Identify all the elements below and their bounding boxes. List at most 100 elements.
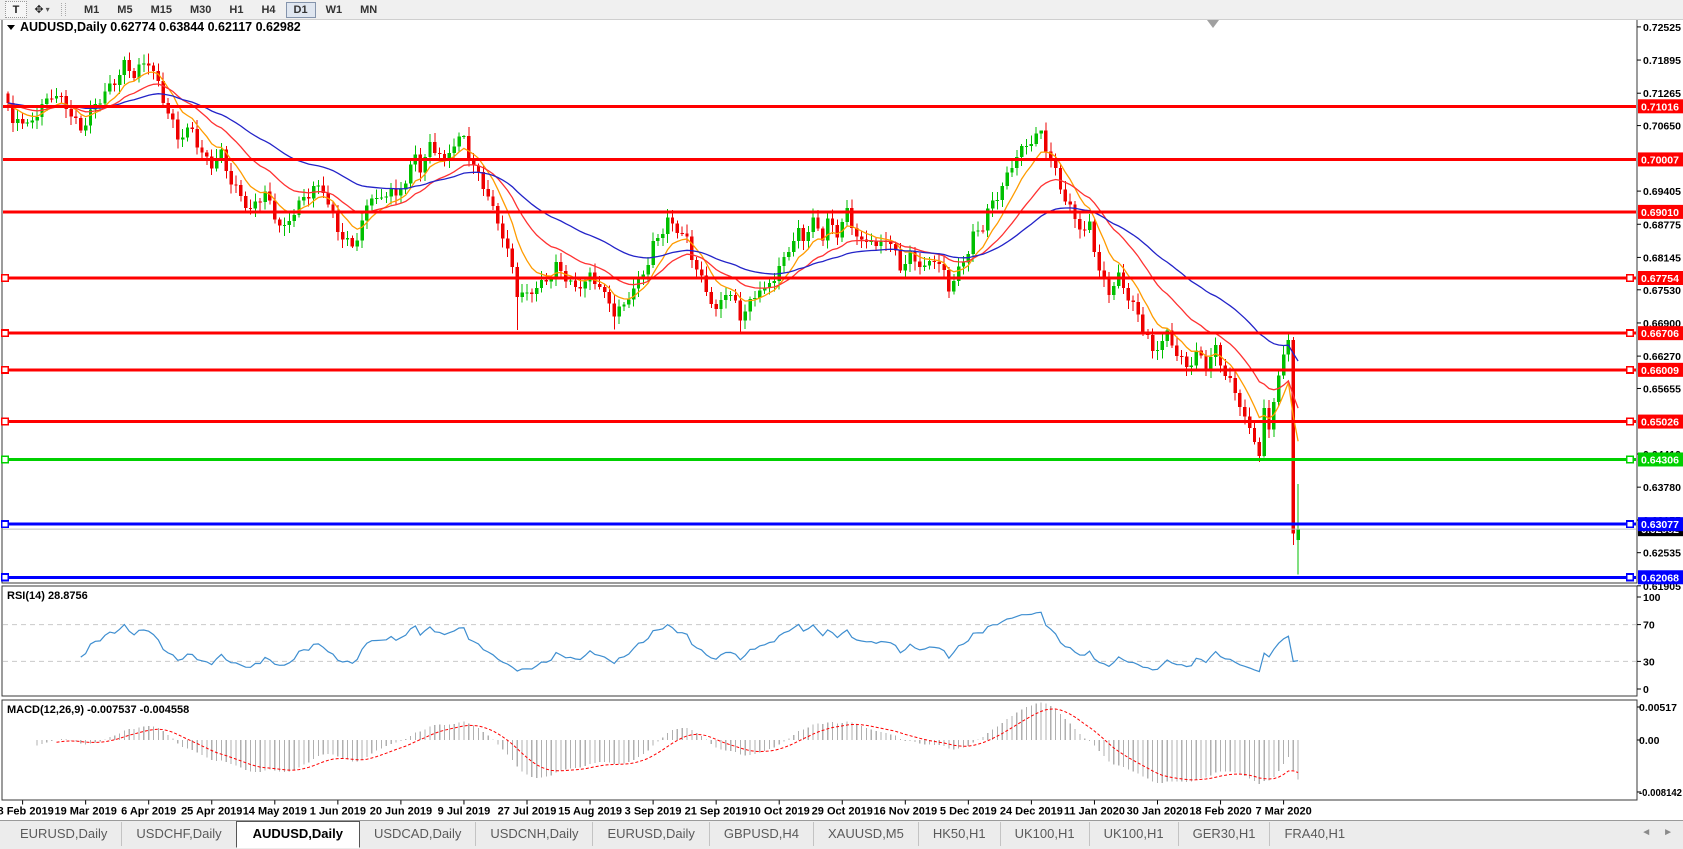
ma-45-line	[7, 93, 1299, 362]
hline-price-label	[1638, 452, 1683, 467]
svg-text:0.63780: 0.63780	[1643, 482, 1681, 494]
tab-scroll-left-icon[interactable]: ◄	[1641, 827, 1652, 838]
timeframe-h1-button[interactable]: H1	[229, 3, 244, 16]
timeframe-m1-button[interactable]: M1	[84, 3, 100, 16]
tab-audusd-daily[interactable]: AUDUSD,Daily	[235, 821, 360, 848]
svg-text:0.00517: 0.00517	[1639, 702, 1677, 714]
hline-handle	[1625, 273, 1635, 283]
svg-text:100: 100	[1643, 592, 1661, 604]
timeframe-mn-button[interactable]: MN	[360, 3, 378, 16]
hline-handle	[0, 417, 10, 426]
svg-text:0.63077: 0.63077	[1641, 519, 1679, 531]
svg-text:20 Jun 2019: 20 Jun 2019	[370, 806, 432, 818]
svg-text:7 Mar 2020: 7 Mar 2020	[1255, 806, 1311, 818]
rsi-panel	[1, 585, 1638, 697]
svg-text:0.67530: 0.67530	[1643, 285, 1681, 297]
svg-text:0.72525: 0.72525	[1643, 22, 1681, 34]
tab-uk100-h1[interactable]: UK100,H1	[1088, 822, 1178, 846]
timeframe-m15-button[interactable]: M15	[150, 3, 172, 16]
horizontal-lines	[0, 104, 1636, 582]
chart-shift-marker	[1207, 20, 1219, 28]
text-tool-button[interactable]: T	[5, 1, 27, 18]
hline-handle	[0, 455, 10, 464]
svg-text:0.66009: 0.66009	[1641, 365, 1679, 377]
tab-eurusd-daily[interactable]: EURUSD,Daily	[592, 822, 708, 846]
svg-text:70: 70	[1643, 620, 1655, 632]
timeframe-buttons: M1 M5 M15 M30 H1 H4 D1 W1 MN	[75, 1, 386, 18]
svg-text:0.66706: 0.66706	[1641, 328, 1679, 340]
svg-text:27 Jul 2019: 27 Jul 2019	[498, 806, 557, 818]
timeframe-m30-button[interactable]: M30	[189, 3, 212, 16]
svg-text:0.71265: 0.71265	[1643, 88, 1681, 100]
pointer-tools-icon: ✥	[34, 4, 44, 16]
tab-gbpusd-h4[interactable]: GBPUSD,H4	[708, 822, 813, 846]
svg-text:15 Aug 2019: 15 Aug 2019	[558, 806, 622, 818]
hline-price-label	[1638, 152, 1683, 167]
svg-text:0.64306: 0.64306	[1641, 454, 1679, 466]
svg-text:0.65026: 0.65026	[1641, 417, 1679, 429]
price-axis: 0.72525 0.71895 0.71265 0.70650 0.69405 0.687…	[1637, 22, 1683, 593]
hline-price-label	[1638, 271, 1683, 285]
tab-xauusd-m5[interactable]: XAUUSD,M5	[813, 822, 918, 846]
hline-price-label	[1638, 362, 1683, 377]
tab-uk100-h1[interactable]: UK100,H1	[999, 822, 1089, 846]
hline-handle	[0, 520, 10, 529]
svg-text:10 Oct 2019: 10 Oct 2019	[749, 806, 810, 818]
svg-text:3 Sep 2019: 3 Sep 2019	[625, 806, 682, 818]
macd-signal-line	[56, 708, 1299, 781]
timeframe-w1-button[interactable]: W1	[325, 3, 343, 16]
collapse-triangle-icon	[7, 25, 15, 30]
svg-text:0.66270: 0.66270	[1643, 351, 1681, 363]
tab-eurusd-daily[interactable]: EURUSD,Daily	[20, 826, 108, 841]
hline-handle	[1625, 573, 1635, 582]
hline-handle	[0, 273, 10, 283]
svg-text:0.69010: 0.69010	[1641, 207, 1679, 219]
macd-label: MACD(12,26,9) -0.007537 -0.004558	[7, 704, 189, 716]
hline-price-label	[1638, 204, 1683, 219]
toolbar: T ✥ ▾ M1 M5 M15 M30 H1 H4 D1 W1 MN	[0, 0, 1683, 20]
macd-histogram	[36, 702, 1299, 784]
hline-price-label	[1638, 326, 1683, 341]
tab-usdcnh-daily[interactable]: USDCNH,Daily	[475, 822, 592, 846]
svg-text:29 Oct 2019: 29 Oct 2019	[812, 806, 873, 818]
ma-8-line	[7, 71, 1299, 442]
tab-ger30-h1[interactable]: GER30,H1	[1177, 822, 1270, 846]
svg-text:6 Apr 2019: 6 Apr 2019	[121, 806, 176, 818]
svg-text:1 Jun 2019: 1 Jun 2019	[310, 806, 366, 818]
svg-text:0.68775: 0.68775	[1643, 219, 1681, 231]
price-panel	[1, 18, 1638, 584]
svg-text:0.65655: 0.65655	[1643, 383, 1681, 395]
svg-text:5 Dec 2019: 5 Dec 2019	[940, 806, 997, 818]
svg-text:9 Jul 2019: 9 Jul 2019	[438, 806, 491, 818]
svg-text:0.70007: 0.70007	[1641, 154, 1679, 166]
svg-text:21 Sep 2019: 21 Sep 2019	[685, 806, 748, 818]
chevron-down-icon: ▾	[45, 5, 50, 14]
hline-handle	[0, 365, 10, 374]
timeframe-m5-button[interactable]: M5	[117, 3, 133, 16]
hline-handle	[1625, 365, 1635, 374]
svg-text:0.71016: 0.71016	[1641, 101, 1679, 113]
svg-text:30: 30	[1643, 656, 1655, 668]
tab-fra40-h1[interactable]: FRA40,H1	[1269, 822, 1359, 846]
svg-text:18 Feb 2020: 18 Feb 2020	[1189, 806, 1251, 818]
hline-handle	[1625, 417, 1635, 426]
svg-text:19 Mar 2019: 19 Mar 2019	[54, 806, 116, 818]
timeframe-d1-button[interactable]: D1	[285, 1, 316, 18]
svg-text:0.67754: 0.67754	[1641, 273, 1679, 285]
tab-usdcad-daily[interactable]: USDCAD,Daily	[373, 826, 462, 841]
pointer-tools-button[interactable]: ✥ ▾	[32, 2, 52, 17]
tab-scroll-arrows: ◄ ►	[1641, 827, 1673, 838]
hline-price-label	[1638, 414, 1683, 429]
hline-handle	[0, 329, 10, 338]
chart-title: AUDUSD,Daily 0.62774 0.63844 0.62117 0.6…	[20, 20, 301, 34]
symbol-tab-bar: EURUSD,Daily USDCHF,Daily AUDUSD,Daily USDC…	[0, 820, 1683, 849]
timeframe-h4-button[interactable]: H4	[261, 3, 276, 16]
hline-price-label	[1638, 570, 1683, 585]
tab-usdchf-daily[interactable]: USDCHF,Daily	[121, 822, 235, 846]
svg-text:28 Feb 2019: 28 Feb 2019	[0, 806, 54, 818]
tab-hk50-h1[interactable]: HK50,H1	[917, 822, 1000, 846]
svg-text:24 Dec 2019: 24 Dec 2019	[1000, 806, 1063, 818]
tab-scroll-right-icon[interactable]: ►	[1663, 827, 1673, 838]
